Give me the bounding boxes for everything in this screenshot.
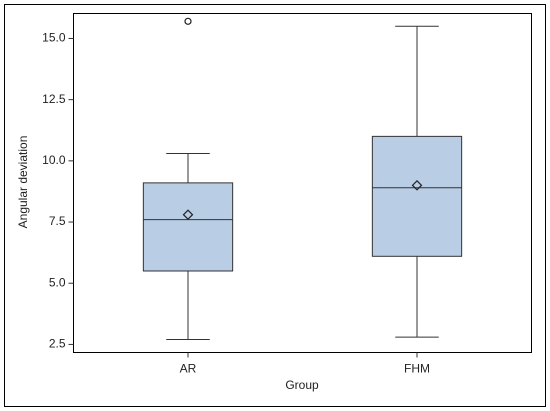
outlier <box>184 17 192 25</box>
box <box>371 135 463 257</box>
y-tick-label: 7.5 <box>49 214 66 228</box>
x-tick-label: AR <box>180 362 197 376</box>
x-axis-label: Group <box>285 378 319 392</box>
outer-frame <box>4 4 546 407</box>
mean-marker <box>411 179 423 191</box>
y-tick-label: 15.0 <box>42 31 66 45</box>
y-tick-label: 5.0 <box>49 275 66 289</box>
box <box>142 182 234 272</box>
plot-frame <box>73 13 532 353</box>
y-tick-label: 10.0 <box>42 153 66 167</box>
mean-marker <box>182 209 194 221</box>
y-tick-label: 2.5 <box>49 337 66 351</box>
x-tick-label: FHM <box>404 362 430 376</box>
y-tick-label: 12.5 <box>42 92 66 106</box>
y-axis-label: Angular deviation <box>16 136 30 229</box>
